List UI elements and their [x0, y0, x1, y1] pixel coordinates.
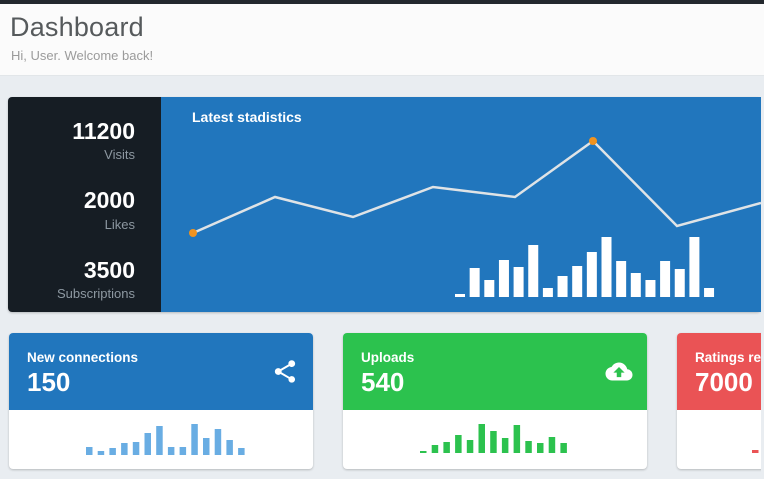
- mini-bar-chart: [420, 424, 567, 453]
- mini-bar-chart: [86, 424, 245, 455]
- metric-label: Likes: [104, 216, 135, 232]
- card-mini-chart: [9, 410, 313, 469]
- card-ratings-received[interactable]: Ratings received 7000: [677, 333, 761, 469]
- cloud-upload-icon: [605, 362, 633, 381]
- bar-chart: [455, 237, 715, 297]
- page-header: Dashboard Hi, User. Welcome back!: [0, 4, 764, 76]
- card-header: Ratings received 7000: [677, 333, 761, 410]
- card-new-connections[interactable]: New connections 150: [9, 333, 313, 469]
- share-icon: [274, 360, 296, 383]
- card-title: Ratings received: [695, 350, 761, 365]
- metric-likes: 2000 Likes: [8, 187, 161, 232]
- chart-title: Latest stadistics: [192, 109, 302, 125]
- metric-visits: 11200 Visits: [8, 118, 161, 163]
- top-navbar: [0, 0, 764, 4]
- card-title: New connections: [27, 350, 139, 365]
- metric-label: Subscriptions: [56, 285, 135, 301]
- latest-statistics-chart-panel: Latest stadistics: [161, 97, 761, 312]
- metric-value: 2000: [83, 187, 135, 214]
- summary-cards-row: New connections 150 Uploads 540: [0, 333, 761, 469]
- card-header: New connections 150: [9, 333, 313, 410]
- card-mini-chart: [677, 410, 761, 469]
- card-mini-chart: [343, 410, 647, 469]
- card-value: 540: [361, 367, 405, 397]
- metrics-sidebar: 11200 Visits 2000 Likes 3500 Subscriptio…: [8, 97, 161, 312]
- card-value: 150: [27, 367, 71, 397]
- page-title: Dashboard: [10, 12, 144, 42]
- line-chart: [189, 137, 761, 237]
- metric-label: Visits: [104, 147, 135, 163]
- card-title: Uploads: [361, 350, 415, 365]
- metric-subscriptions: 3500 Subscriptions: [8, 256, 161, 301]
- metric-value: 11200: [72, 118, 135, 144]
- card-value: 7000: [695, 367, 753, 397]
- card-header: Uploads 540: [343, 333, 647, 410]
- statistics-panel: 11200 Visits 2000 Likes 3500 Subscriptio…: [8, 97, 761, 312]
- metric-value: 3500: [83, 256, 135, 283]
- mini-bar-chart: [752, 450, 759, 453]
- card-uploads[interactable]: Uploads 540: [343, 333, 647, 469]
- welcome-message: Hi, User. Welcome back!: [11, 48, 154, 63]
- content-area: 11200 Visits 2000 Likes 3500 Subscriptio…: [0, 77, 761, 479]
